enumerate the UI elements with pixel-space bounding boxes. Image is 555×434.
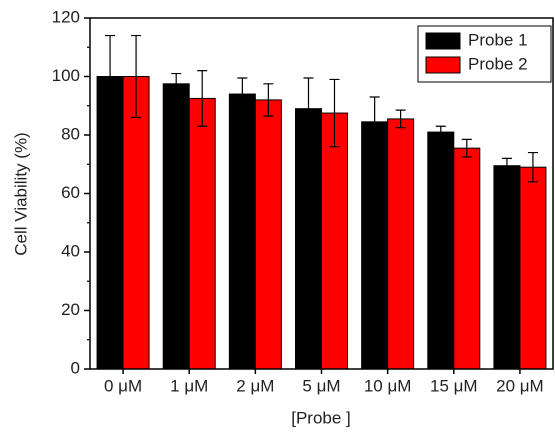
legend-swatch [425,32,461,50]
y-tick-label: 80 [61,124,80,143]
y-tick-label: 40 [61,241,80,260]
bar [96,76,124,370]
x-tick-label: 15 μM [430,376,478,395]
x-tick-label: 20 μM [496,376,544,395]
error-bar [263,83,274,117]
error-bar [527,151,538,183]
legend-swatch [425,56,461,74]
error-bar [369,96,380,148]
x-tick-label: 2 μM [236,376,274,395]
error-bar [435,125,446,139]
bar [453,147,481,370]
x-tick-label: 10 μM [364,376,412,395]
y-tick-label: 120 [52,7,80,26]
error-bar [171,72,182,95]
bar [188,97,216,370]
error-bar [131,34,142,119]
y-tick-label: 60 [61,183,80,202]
error-bar [329,78,340,148]
bar [228,93,256,370]
error-bar [105,34,116,119]
bar [295,108,322,370]
x-tick-label: 5 μM [302,376,340,395]
error-bar [501,157,512,174]
error-bar [197,70,208,127]
bar [361,121,389,370]
bar [387,118,415,370]
error-bar [303,77,314,140]
bar [321,112,348,370]
error-bar [461,138,472,158]
y-tick-label: 100 [52,66,80,85]
bar [493,165,521,370]
x-tick-label: 1 μM [170,376,208,395]
error-bar [395,109,406,129]
plot-frame [89,17,554,370]
bar [254,99,282,370]
x-tick-label: 0 μM [104,376,142,395]
legend-label: Probe 2 [468,54,528,73]
bar [162,83,190,370]
legend-label: Probe 1 [468,30,528,49]
y-tick-label: 0 [71,358,80,377]
bar [122,76,150,370]
y-tick-label: 20 [61,300,80,319]
bar [519,166,547,370]
x-axis-label: [Probe ] [291,408,351,427]
bar [427,131,455,370]
y-axis-label: Cell Viability (%) [11,132,30,255]
error-bar [237,77,248,111]
